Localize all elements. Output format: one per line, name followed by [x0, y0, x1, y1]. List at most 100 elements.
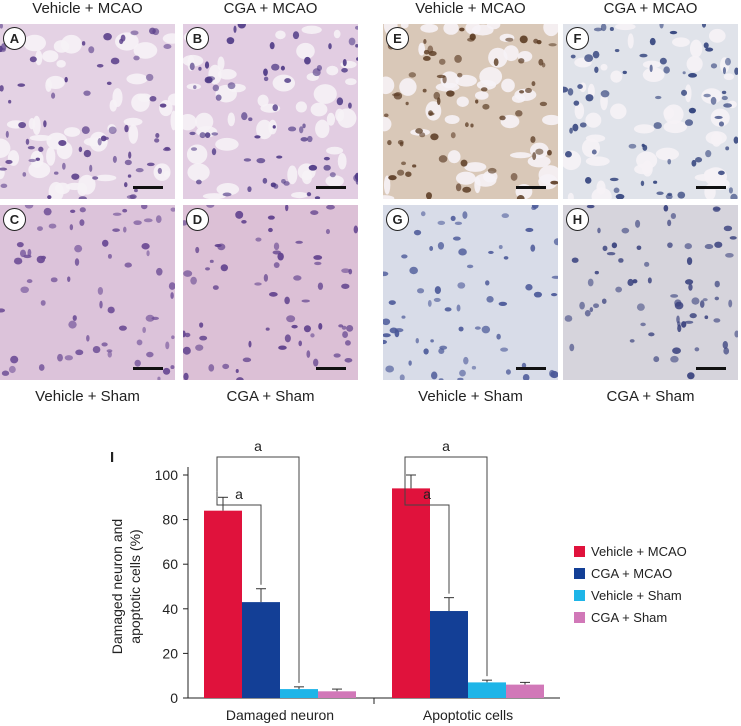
vacuole: [195, 112, 214, 131]
cell-nucleus: [1, 370, 10, 376]
cell-nucleus: [271, 63, 280, 71]
cell-nucleus: [28, 158, 37, 163]
cell-nucleus: [269, 41, 275, 50]
cell-nucleus: [206, 205, 215, 208]
cell-nucleus: [276, 155, 283, 159]
cell-nucleus: [505, 37, 514, 42]
cell-nucleus: [215, 94, 222, 101]
vacuole: [633, 124, 655, 134]
cell-nucleus: [573, 100, 580, 106]
cell-nucleus: [217, 243, 226, 251]
cell-nucleus: [170, 365, 175, 370]
micrograph-panel-c: C: [0, 205, 175, 380]
column-label-top-4: CGA + MCAO: [603, 0, 698, 17]
significance-bracket: [216, 456, 300, 683]
cell-nucleus: [205, 267, 210, 271]
cell-nucleus: [397, 139, 404, 145]
vacuole: [585, 112, 602, 128]
cell-nucleus: [609, 177, 619, 182]
cell-nucleus: [474, 326, 481, 330]
cell-nucleus: [541, 62, 546, 68]
tissue-background: [0, 205, 175, 380]
cell-nucleus: [256, 158, 266, 164]
vacuole: [35, 50, 43, 66]
cell-nucleus: [729, 236, 737, 240]
cell-nucleus: [43, 207, 52, 216]
cell-nucleus: [43, 120, 47, 128]
cell-nucleus: [79, 219, 85, 226]
cell-nucleus: [705, 47, 714, 52]
cell-nucleus: [81, 41, 86, 46]
cell-nucleus: [397, 169, 405, 176]
micrograph-texture: [563, 24, 738, 199]
cell-nucleus: [74, 258, 80, 266]
vacuole: [187, 163, 210, 182]
cell-nucleus: [487, 167, 497, 174]
cell-nucleus: [146, 162, 155, 167]
cell-nucleus: [97, 138, 102, 146]
cell-nucleus: [714, 296, 720, 301]
cell-nucleus: [92, 345, 101, 354]
cell-nucleus: [480, 87, 488, 92]
cell-nucleus: [92, 176, 99, 180]
cell-nucleus: [162, 147, 171, 152]
cell-nucleus: [170, 292, 174, 299]
cell-nucleus: [591, 149, 597, 155]
cell-nucleus: [434, 286, 441, 294]
cell-nucleus: [209, 259, 214, 263]
vacuole: [333, 29, 341, 39]
column-label-top-2: CGA + MCAO: [223, 0, 318, 17]
cell-nucleus: [670, 294, 679, 298]
cell-nucleus: [0, 85, 4, 92]
column-label-bottom-4: CGA + Sham: [606, 388, 695, 405]
cell-nucleus: [723, 103, 733, 108]
cell-nucleus: [101, 239, 109, 247]
vacuole: [272, 74, 296, 92]
cell-nucleus: [550, 370, 558, 379]
vacuole: [703, 169, 718, 180]
vacuole: [275, 30, 286, 40]
cell-nucleus: [725, 146, 730, 151]
vacuole: [326, 146, 344, 155]
vacuole: [42, 50, 59, 63]
cell-nucleus: [37, 226, 43, 231]
cell-nucleus: [155, 215, 162, 223]
cell-nucleus: [306, 192, 312, 197]
vacuole: [684, 84, 692, 103]
cell-nucleus: [146, 250, 150, 257]
vacuole: [383, 116, 392, 132]
cell-nucleus: [0, 167, 8, 171]
cell-nucleus: [222, 192, 232, 197]
cell-nucleus: [163, 44, 172, 50]
cell-nucleus: [405, 171, 412, 177]
cell-nucleus: [247, 186, 252, 193]
cell-nucleus: [112, 155, 117, 163]
cell-nucleus: [695, 157, 703, 163]
cell-nucleus: [500, 347, 509, 352]
cell-nucleus: [688, 107, 696, 114]
cell-nucleus: [242, 357, 252, 363]
cell-nucleus: [718, 170, 725, 176]
cell-nucleus: [601, 298, 607, 304]
cell-nucleus: [262, 177, 268, 184]
cell-nucleus: [721, 90, 727, 95]
cell-nucleus: [235, 368, 239, 374]
cell-nucleus: [273, 183, 279, 189]
cell-nucleus: [134, 359, 141, 367]
cell-nucleus: [640, 322, 646, 327]
cell-nucleus: [27, 145, 35, 150]
cell-nucleus: [415, 338, 419, 344]
cell-nucleus: [454, 221, 463, 226]
cell-nucleus: [713, 318, 721, 323]
cell-nucleus: [112, 228, 120, 232]
vacuole: [444, 114, 460, 125]
cell-nucleus: [564, 151, 572, 158]
cell-nucleus: [584, 54, 594, 63]
cell-nucleus: [323, 156, 330, 161]
cell-nucleus: [649, 64, 653, 73]
cell-nucleus: [663, 66, 670, 74]
cell-nucleus: [627, 278, 634, 287]
cell-nucleus: [67, 276, 71, 283]
cell-nucleus: [199, 132, 206, 139]
bar: [318, 691, 356, 698]
